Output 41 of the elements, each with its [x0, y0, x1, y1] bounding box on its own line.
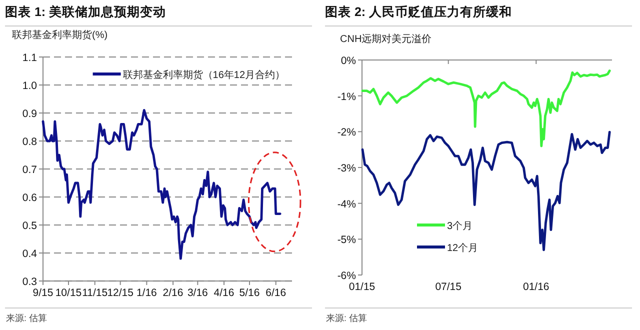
x-tick-label: 9/15: [32, 287, 54, 299]
source-note: 来源: 估算: [326, 313, 368, 323]
chart-title: 图表 1: 美联储加息预期变动: [5, 4, 166, 19]
y-tick-label: 0.7: [22, 164, 38, 176]
x-tick-label: 07/15: [435, 281, 462, 293]
x-tick-label: 4/16: [214, 287, 234, 299]
x-tick-label: 1/16: [136, 287, 158, 299]
legend-label: 3个月: [447, 220, 473, 232]
legend-label: 12个月: [447, 242, 478, 254]
line-series: [42, 109, 282, 260]
y-axis-title: 联邦基金利率期货(%): [12, 29, 108, 41]
y-tick-label: 0.5: [22, 220, 38, 232]
legend-label: 联邦基金利率期货（16年12月合约）: [122, 69, 286, 81]
y-tick-label: 0%: [340, 55, 356, 67]
y-tick-label: 0.8: [22, 136, 38, 148]
x-tick-label: 5/16: [239, 287, 260, 299]
y-tick-label: 0.6: [22, 192, 38, 204]
y-tick-label: 1.1: [22, 52, 38, 64]
x-tick-label: 10/15: [55, 287, 82, 299]
y-tick-label: 0.4: [22, 248, 38, 260]
source-note: 来源: 估算: [6, 313, 48, 323]
y-tick-label: 1.0: [22, 80, 38, 92]
y-axis-title: CNH远期对美元溢价: [340, 33, 432, 45]
x-tick-label: 6/16: [266, 287, 286, 299]
x-tick-label: 12/15: [107, 287, 134, 299]
y-tick-label: -3%: [337, 162, 356, 174]
y-tick-label: -6%: [337, 270, 356, 282]
y-tick-label: -2%: [337, 126, 356, 139]
y-tick-label: -5%: [337, 234, 356, 246]
line-series: [361, 70, 611, 148]
x-tick-label: 01/16: [523, 281, 550, 293]
x-tick-label: 2/16: [162, 287, 184, 299]
chart-title: 图表 2: 人民币贬值压力有所缓和: [325, 4, 512, 19]
y-tick-label: 0.3: [22, 276, 38, 288]
y-tick-label: 0.9: [22, 108, 38, 120]
x-tick-label: 01/15: [348, 281, 376, 293]
y-tick-label: -4%: [337, 198, 356, 210]
y-tick-label: -1%: [337, 90, 356, 103]
x-tick-label: 11/15: [82, 287, 108, 299]
x-tick-label: 3/16: [187, 287, 208, 299]
line-series: [361, 130, 611, 252]
